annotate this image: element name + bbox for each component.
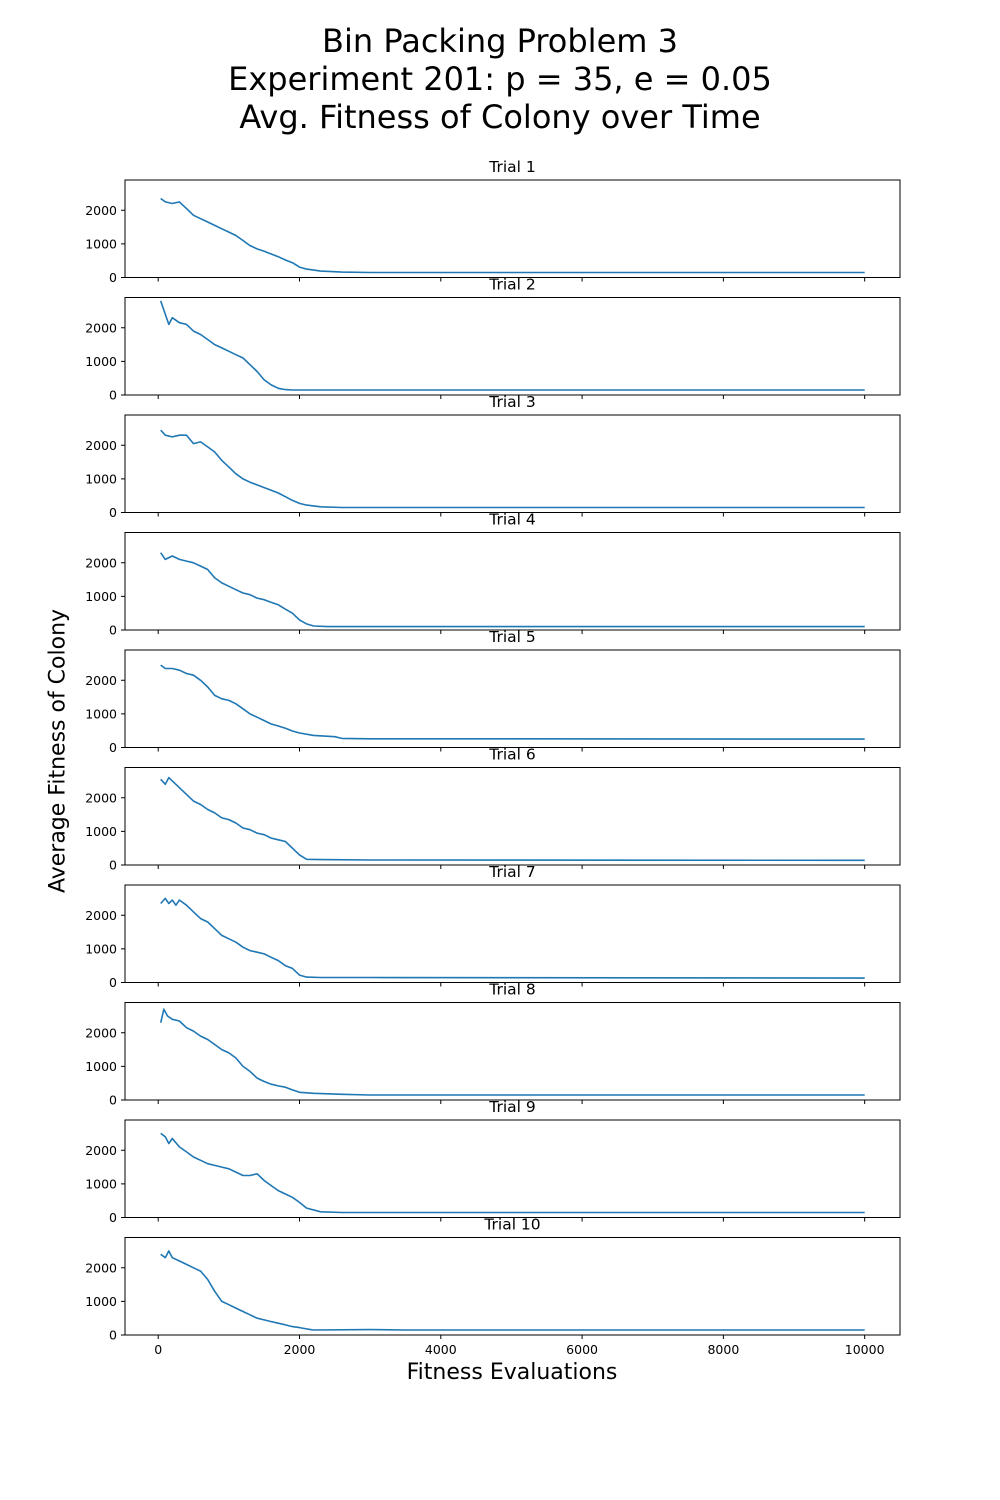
x-axis-label: Fitness Evaluations — [406, 1360, 618, 1385]
y-tick-label: 0 — [109, 1328, 117, 1343]
y-tick-label: 1000 — [85, 1176, 117, 1191]
y-tick-label: 0 — [109, 1210, 117, 1225]
y-tick-label: 1000 — [85, 1059, 117, 1074]
y-tick-label: 0 — [109, 975, 117, 990]
x-tick-label: 0 — [154, 1342, 162, 1357]
y-tick-label: 0 — [109, 1093, 117, 1108]
series-line-trial-8 — [159, 1008, 865, 1096]
y-tick-label: 1000 — [85, 1294, 117, 1309]
y-tick-label: 0 — [109, 388, 117, 403]
series-line-trial-9 — [160, 1132, 865, 1214]
panel-title-trial-8: Trial 8 — [488, 981, 535, 999]
panel-title-trial-2: Trial 2 — [488, 276, 535, 294]
y-tick-label: 0 — [109, 740, 117, 755]
axes-frame-trial-8 — [124, 1002, 901, 1101]
y-tick-label: 0 — [109, 505, 117, 520]
panel-title-trial-5: Trial 5 — [488, 628, 535, 646]
y-tick-label: 2000 — [85, 555, 117, 570]
title-line-2: Experiment 201: p = 35, e = 0.05 — [228, 60, 772, 98]
panel-title-trial-9: Trial 9 — [488, 1098, 535, 1116]
title-line-1: Bin Packing Problem 3 — [322, 22, 678, 60]
series-line-trial-6 — [160, 776, 865, 862]
panel-title-trial-4: Trial 4 — [488, 511, 535, 529]
panel-title-trial-6: Trial 6 — [488, 746, 535, 764]
y-tick-label: 2000 — [85, 320, 117, 335]
series-line-trial-3 — [160, 429, 865, 509]
panel-title-trial-3: Trial 3 — [488, 393, 535, 411]
y-tick-label: 2000 — [85, 1143, 117, 1158]
x-tick-label: 2000 — [284, 1342, 316, 1357]
y-tick-label: 2000 — [85, 1260, 117, 1275]
y-tick-label: 0 — [109, 270, 117, 285]
y-tick-label: 1000 — [85, 471, 117, 486]
panel-title-trial-7: Trial 7 — [488, 863, 535, 881]
x-tick-label: 6000 — [566, 1342, 598, 1357]
y-tick-label: 1000 — [85, 941, 117, 956]
panel-title-trial-1: Trial 1 — [488, 158, 535, 176]
figure-title: Bin Packing Problem 3 Experiment 201: p … — [0, 22, 1000, 136]
axes-frame-trial-4 — [124, 532, 901, 631]
axes-frame-trial-2 — [124, 297, 901, 396]
axes-frame-trial-6 — [124, 767, 901, 866]
y-tick-label: 1000 — [85, 236, 117, 251]
y-tick-label: 1000 — [85, 824, 117, 839]
series-line-trial-2 — [159, 300, 865, 391]
series-line-trial-4 — [160, 552, 865, 628]
y-tick-label: 1000 — [85, 706, 117, 721]
series-line-trial-10 — [160, 1250, 865, 1331]
y-tick-label: 2000 — [85, 908, 117, 923]
y-tick-label: 2000 — [85, 1025, 117, 1040]
y-tick-label: 1000 — [85, 589, 117, 604]
x-tick-label: 8000 — [707, 1342, 739, 1357]
axes-frame-trial-10 — [124, 1237, 901, 1336]
series-line-trial-1 — [160, 197, 865, 274]
series-line-trial-5 — [160, 664, 865, 740]
y-tick-label: 2000 — [85, 203, 117, 218]
axes-frame-trial-3 — [124, 414, 901, 513]
y-tick-label: 1000 — [85, 354, 117, 369]
y-tick-label: 2000 — [85, 673, 117, 688]
axes-frame-trial-7 — [124, 884, 901, 983]
axes-frame-trial-5 — [124, 649, 901, 748]
y-axis-label: Average Fitness of Colony — [45, 608, 71, 894]
panel-title-trial-10: Trial 10 — [483, 1216, 540, 1234]
x-tick-label: 4000 — [425, 1342, 457, 1357]
y-tick-label: 2000 — [85, 790, 117, 805]
series-line-trial-7 — [160, 897, 865, 979]
axes-frame-trial-1 — [124, 179, 901, 278]
y-tick-label: 0 — [109, 623, 117, 638]
x-tick-label: 10000 — [845, 1342, 885, 1357]
axes-frame-trial-9 — [124, 1119, 901, 1218]
y-tick-label: 0 — [109, 858, 117, 873]
y-tick-label: 2000 — [85, 438, 117, 453]
title-line-3: Avg. Fitness of Colony over Time — [239, 98, 761, 136]
